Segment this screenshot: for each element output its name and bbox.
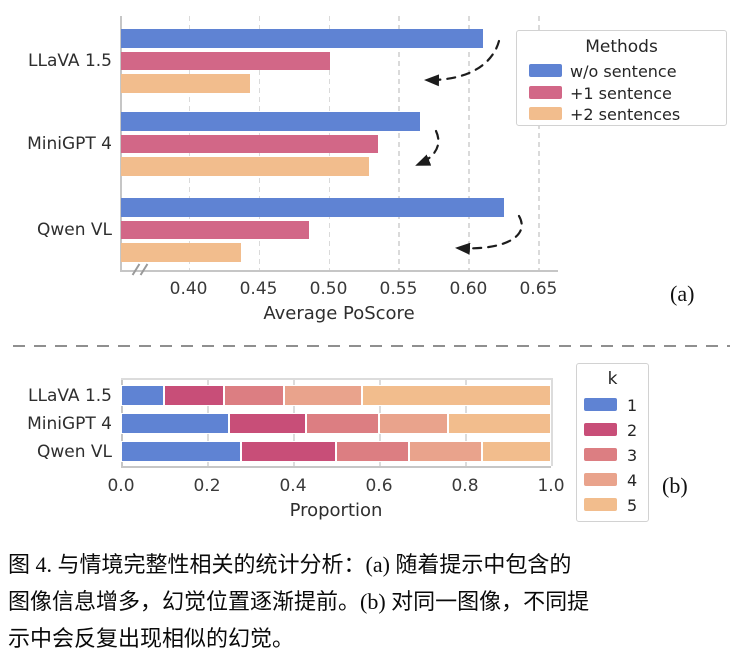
legend-swatch	[584, 448, 617, 461]
xtick-b: 0.0	[107, 476, 135, 496]
legend-methods-row: +2 sentences	[529, 105, 719, 124]
gridline-a	[398, 16, 400, 270]
segment-MiniGPT-4-k1	[121, 413, 229, 434]
segment-Qwen-VL-k4	[409, 441, 483, 462]
segment-Qwen-VL-k2	[241, 441, 336, 462]
segment-Qwen-VL-k5	[482, 441, 551, 462]
gridline-a	[538, 16, 540, 270]
xtick-a: 0.45	[239, 279, 278, 299]
category-label-a: LLaVA 1.5	[28, 50, 112, 71]
bar-LLaVA-1.5-w/o-sentence	[121, 29, 484, 48]
legend-label: +1 sentence	[570, 83, 672, 103]
legend-label: +2 sentences	[570, 105, 681, 124]
category-label-a: MiniGPT 4	[27, 133, 112, 154]
x-axis-spine-b	[121, 466, 551, 468]
legend-swatch	[584, 498, 617, 511]
legend-label: 4	[627, 471, 638, 490]
bar-LLaVA-1.5-+2-sentences	[121, 74, 250, 93]
xlabel-a: Average PoScore	[263, 303, 415, 324]
trend-arrow-minigpt	[415, 129, 440, 167]
legend-methods-row: +1 sentence	[529, 83, 719, 103]
legend-label: 5	[627, 496, 638, 515]
segment-MiniGPT-4-k2	[228, 413, 306, 434]
bar-MiniGPT-4-+2-sentences	[121, 157, 369, 176]
bar-Qwen-VL-+2-sentences	[121, 243, 242, 262]
segment-Qwen-VL-k1	[121, 441, 242, 462]
legend-label: 2	[627, 421, 638, 440]
bar-Qwen-VL-w/o-sentence	[121, 198, 505, 217]
legend-swatch	[529, 64, 562, 77]
caption-line-1: 图 4. 与情境完整性相关的统计分析：(a) 随着提示中包含的	[8, 552, 572, 577]
legend-k-row: 4	[584, 471, 644, 490]
category-label-b: LLaVA 1.5	[28, 385, 112, 406]
xtick-b: 0.8	[451, 476, 479, 496]
legend-label: 1	[627, 396, 638, 415]
panel-label-b: (b)	[662, 473, 688, 498]
xtick-b: 0.4	[279, 476, 307, 496]
bar-Qwen-VL-+1-sentence	[121, 220, 309, 239]
xtick-a: 0.40	[169, 279, 208, 299]
legend-k-title: k	[607, 369, 618, 389]
segment-LLaVA-1.5-k4	[284, 385, 362, 406]
y-axis-spine-a	[120, 16, 122, 270]
bar-LLaVA-1.5-+1-sentence	[121, 51, 330, 70]
caption-line-3: 示中会反复出现相似的幻觉。	[8, 626, 295, 651]
legend-k-row: 2	[584, 421, 644, 440]
legend-swatch	[529, 107, 562, 120]
segment-LLaVA-1.5-k5	[361, 385, 551, 406]
segment-LLaVA-1.5-k2	[164, 385, 225, 406]
legend-k-row: 5	[584, 496, 644, 515]
caption-line-2: 图像信息增多，幻觉位置逐渐提前。(b) 对同一图像，不同提	[8, 589, 590, 614]
xtick-b: 0.6	[365, 476, 393, 496]
segment-MiniGPT-4-k3	[305, 413, 379, 434]
legend-swatch	[584, 423, 617, 436]
segment-MiniGPT-4-k5	[447, 413, 551, 434]
xtick-b: 0.2	[193, 476, 221, 496]
xlabel-b: Proportion	[289, 500, 383, 521]
legend-swatch	[529, 85, 562, 99]
legend-methods-row: w/o sentence	[529, 62, 719, 81]
trend-arrow-qwen	[455, 214, 523, 255]
legend-swatch	[584, 473, 617, 486]
xtick-a: 0.60	[449, 279, 488, 299]
legend-k: k 1 2 3 4 5	[576, 363, 649, 522]
segment-Qwen-VL-k3	[336, 441, 410, 462]
legend-swatch	[584, 398, 617, 411]
category-label-b: MiniGPT 4	[27, 413, 112, 434]
legend-label: 3	[627, 446, 638, 465]
top-spine-b	[121, 378, 551, 380]
category-label-b: Qwen VL	[36, 441, 112, 462]
bar-MiniGPT-4-w/o-sentence	[121, 112, 421, 131]
gridline-a	[468, 16, 470, 270]
segment-LLaVA-1.5-k1	[121, 385, 164, 406]
legend-methods: Methods w/o sentence +1 sentence +2 senten…	[516, 30, 727, 126]
xtick-a: 0.65	[519, 279, 558, 299]
legend-k-row: 3	[584, 446, 644, 465]
legend-k-row: 1	[584, 396, 644, 415]
panel-separator	[13, 345, 730, 347]
panel-label-a: (a)	[670, 281, 695, 306]
legend-label: w/o sentence	[570, 62, 677, 81]
category-label-a: Qwen VL	[36, 219, 112, 240]
x-axis-spine-a	[120, 270, 558, 272]
xtick-a: 0.50	[309, 279, 348, 299]
segment-MiniGPT-4-k4	[379, 413, 448, 434]
gridline-b	[551, 378, 553, 466]
xtick-a: 0.55	[379, 279, 418, 299]
bar-MiniGPT-4-+1-sentence	[121, 134, 379, 153]
xtick-b: 1.0	[537, 476, 565, 496]
legend-methods-title: Methods	[585, 37, 658, 57]
segment-LLaVA-1.5-k3	[224, 385, 285, 406]
